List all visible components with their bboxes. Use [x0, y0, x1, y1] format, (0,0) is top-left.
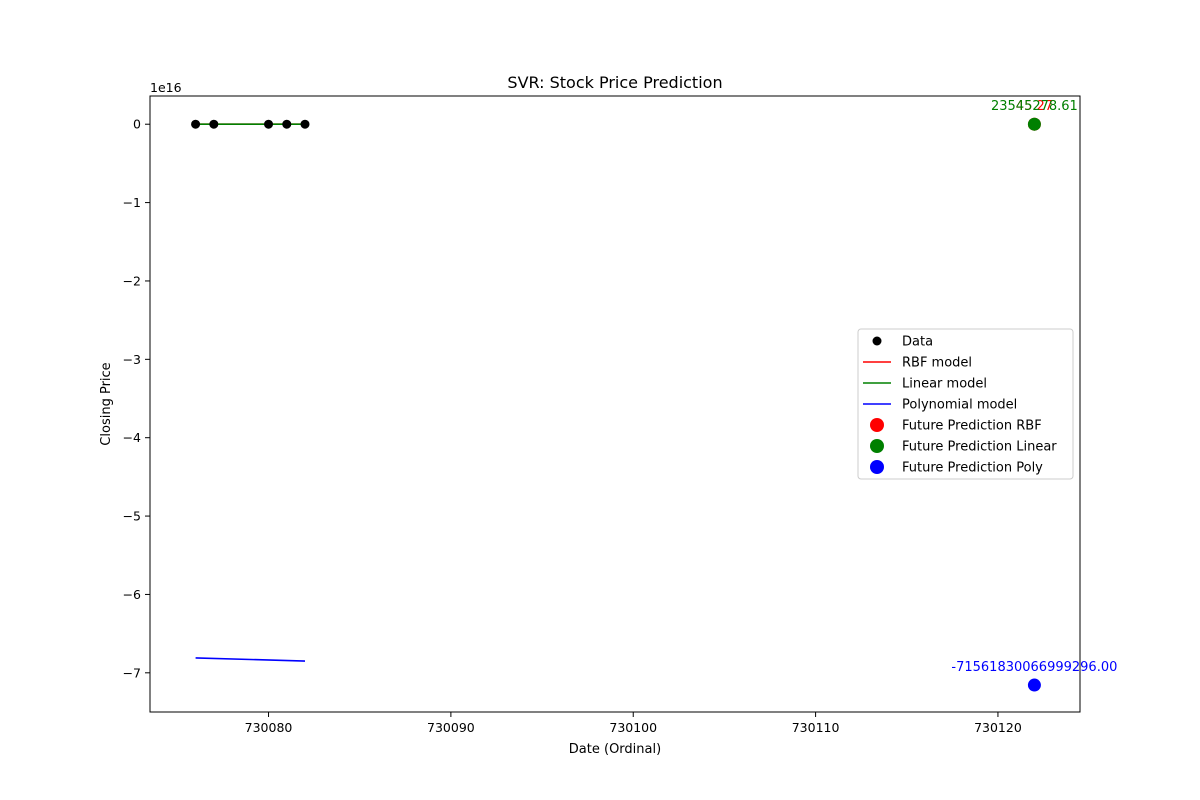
legend-label-0: Data	[902, 335, 933, 350]
data-point	[264, 119, 274, 129]
y-scale-label: 1e16	[150, 80, 182, 95]
y-tick-label: −7	[123, 665, 141, 680]
legend-label-1: RBF model	[902, 356, 972, 371]
y-tick-label: 0	[133, 117, 141, 132]
chart-title: SVR: Stock Price Prediction	[507, 73, 722, 92]
data-point	[191, 119, 201, 129]
future-prediction-label-1: 23545278.61	[991, 99, 1078, 114]
plot-layer	[191, 117, 1041, 692]
y-tick-label: −3	[123, 352, 141, 367]
x-tick-label: 730120	[974, 720, 1022, 735]
y-tick-label: −5	[123, 509, 141, 524]
data-point	[300, 119, 310, 129]
y-tick-label: −6	[123, 587, 141, 602]
legend-label-4: Future Prediction RBF	[902, 419, 1042, 434]
y-tick-label: −2	[123, 273, 141, 288]
future-prediction-point-1	[1027, 117, 1041, 131]
future-prediction-point-2	[1027, 678, 1041, 692]
x-axis-ticks: 730080 730090 730100 730110 730120	[245, 712, 1022, 735]
plot-frame	[149, 95, 1081, 713]
legend-label-6: Future Prediction Poly	[902, 461, 1043, 476]
x-axis-label: Date (Ordinal)	[569, 742, 661, 757]
legend-swatch-dot-6	[870, 460, 884, 474]
future-prediction-label-0: 45.27	[1016, 99, 1053, 114]
legend: Data RBF model Linear model Polynomial mode…	[857, 328, 1074, 480]
legend-swatch-dot-4	[870, 418, 884, 432]
y-tick-label: −4	[123, 430, 141, 445]
legend-label-2: Linear model	[902, 377, 987, 392]
x-tick-label: 730090	[427, 720, 475, 735]
legend-swatch-dot-5	[870, 439, 884, 453]
future-prediction-label-2: -71561830066999296.00	[951, 660, 1117, 675]
x-tick-label: 730100	[609, 720, 657, 735]
x-tick-label: 730110	[792, 720, 840, 735]
y-axis-ticks: 0 −1 −2 −3 −4 −5 −6 −7	[123, 117, 150, 680]
data-point	[209, 119, 219, 129]
legend-label-5: Future Prediction Linear	[902, 440, 1057, 455]
x-tick-label: 730080	[245, 720, 293, 735]
legend-box	[857, 328, 1074, 480]
y-tick-label: −1	[123, 195, 141, 210]
y-axis-label: Closing Price	[99, 362, 114, 445]
legend-swatch-dot-0	[872, 336, 882, 346]
series-line-2	[195, 657, 306, 662]
data-point	[282, 119, 292, 129]
legend-label-3: Polynomial model	[902, 398, 1017, 413]
